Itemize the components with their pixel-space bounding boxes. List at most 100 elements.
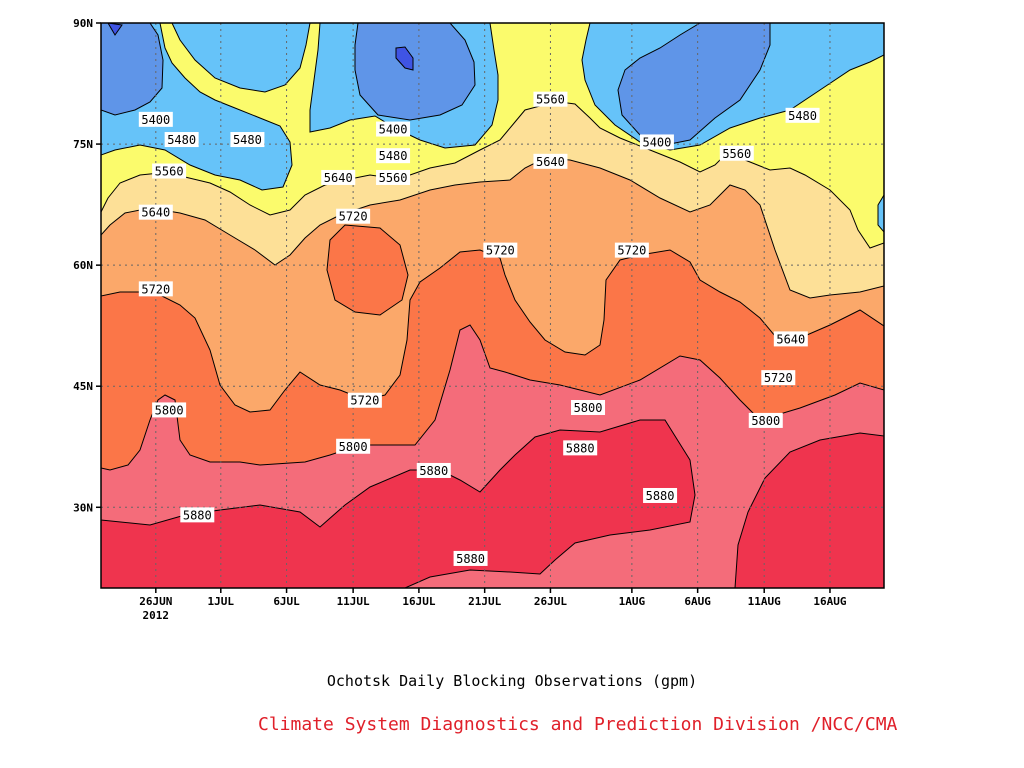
x-axis: 26JUN 1JUL 6JUL 11JUL 16JUL 21JUL 26JUL 1AUG 6AU… [139, 588, 847, 608]
x-tick-label: 11AUG [748, 595, 781, 608]
contour-label-text: 5800 [574, 401, 603, 415]
contour-label-text: 5800 [339, 440, 368, 454]
contour-label-box [639, 134, 674, 150]
contour-label-text: 5720 [350, 394, 379, 408]
contour-label-text: 5720 [486, 244, 515, 258]
contour-label-box [773, 331, 808, 347]
contour-label: 5800 [748, 412, 783, 428]
contour-label: 5800 [336, 438, 371, 454]
contour-label-box [416, 462, 451, 478]
x-tick-label: 1AUG [619, 595, 646, 608]
contour-label: 5720 [614, 242, 649, 258]
contour-label-box [230, 132, 265, 148]
contour-label: 5880 [416, 462, 451, 478]
contour-label-text: 5400 [642, 135, 671, 149]
contour-label-box [336, 438, 371, 454]
contour-label-text: 5480 [788, 109, 817, 123]
contour-label-box [533, 153, 568, 169]
contour-label-text: 5880 [419, 464, 448, 478]
contour-label-box [152, 402, 187, 418]
contour-label-box [614, 242, 649, 258]
contour-label: 5480 [785, 107, 820, 123]
contour-label: 5560 [376, 169, 411, 185]
contour-label: 5880 [643, 487, 678, 503]
x-tick-label: 26JUL [534, 595, 567, 608]
contour-label: 5720 [483, 242, 518, 258]
contour-label-box [336, 208, 371, 224]
contour-label-box [563, 440, 598, 456]
contour-label-text: 5480 [167, 133, 196, 147]
contour-label-text: 5560 [722, 147, 751, 161]
x-tick-label: 26JUN [139, 595, 172, 608]
contour-label: 5480 [230, 132, 265, 148]
contour-label: 5880 [453, 550, 488, 566]
contour-label-text: 5880 [183, 508, 212, 522]
contour-label-box [761, 370, 796, 386]
y-tick-label: 60N [73, 259, 93, 272]
contour-label-text: 5800 [155, 403, 184, 417]
y-tick-label: 75N [73, 138, 93, 151]
y-tick-label: 45N [73, 380, 93, 393]
contour-label-text: 5480 [379, 149, 408, 163]
contour-labels: 5400 5480 5480 5560 5640 5720 5800 5880 5400 5480… [138, 91, 820, 566]
contour-label-box [533, 91, 568, 107]
contour-label-box [453, 550, 488, 566]
contour-label-box [138, 281, 173, 297]
contour-label: 5640 [321, 169, 356, 185]
chart-credit: Climate System Diagnostics and Predictio… [258, 714, 898, 735]
contour-label-text: 5720 [141, 282, 170, 296]
contour-fills [101, 23, 884, 588]
contour-label-box [321, 169, 356, 185]
contour-label-text: 5720 [617, 244, 646, 258]
x-tick-label: 16AUG [813, 595, 846, 608]
contour-label: 5400 [639, 134, 674, 150]
contour-label-box [571, 400, 606, 416]
band-5800-patch [326, 224, 409, 316]
contour-label-text: 5720 [764, 371, 793, 385]
contour-label: 5720 [347, 392, 382, 408]
contour-label-text: 5640 [324, 171, 353, 185]
band-edge-sliver [877, 194, 884, 233]
contour-label: 5560 [152, 163, 187, 179]
contour-label-text: 5720 [339, 210, 368, 224]
contour-label: 5800 [571, 400, 606, 416]
contour-label-box [180, 507, 215, 523]
band-lt-5400 [107, 23, 414, 71]
contour-label-text: 5640 [536, 155, 565, 169]
contour-label: 5880 [563, 440, 598, 456]
contour-label-box [748, 412, 783, 428]
contour-label-text: 5480 [233, 133, 262, 147]
contour-label-text: 5560 [155, 165, 184, 179]
x-tick-label: 6JUL [273, 595, 300, 608]
contour-label: 5480 [164, 132, 199, 148]
x-tick-label: 21JUL [468, 595, 501, 608]
contour-label: 5480 [376, 148, 411, 164]
contour-label-box [643, 487, 678, 503]
contour-label-box [152, 163, 187, 179]
contour-label-box [138, 204, 173, 220]
contour-label: 5720 [761, 370, 796, 386]
chart-title: Ochotsk Daily Blocking Observations (gpm… [326, 672, 698, 690]
contour-label-text: 5880 [646, 489, 675, 503]
contour-label: 5400 [376, 121, 411, 137]
contour-label-text: 5560 [536, 93, 565, 107]
contour-label-box [164, 132, 199, 148]
x-tick-label: 6AUG [684, 595, 711, 608]
y-tick-label: 90N [73, 17, 93, 30]
contour-label-box [138, 111, 173, 127]
contour-label-box [719, 145, 754, 161]
contour-label-box [376, 148, 411, 164]
contour-label-text: 5640 [776, 332, 805, 346]
contour-label-text: 5880 [566, 441, 595, 455]
contour-label: 5720 [336, 208, 371, 224]
contour-label-box [483, 242, 518, 258]
plot-frame [100, 22, 885, 589]
contour-label-box [785, 107, 820, 123]
contour-label-text: 5880 [456, 552, 485, 566]
y-axis: 90N 75N 60N 45N 30N [73, 17, 101, 514]
contour-label-text: 5800 [751, 414, 780, 428]
contour-label-box [376, 169, 411, 185]
x-tick-label: 11JUL [337, 595, 370, 608]
contour-label: 5640 [138, 204, 173, 220]
